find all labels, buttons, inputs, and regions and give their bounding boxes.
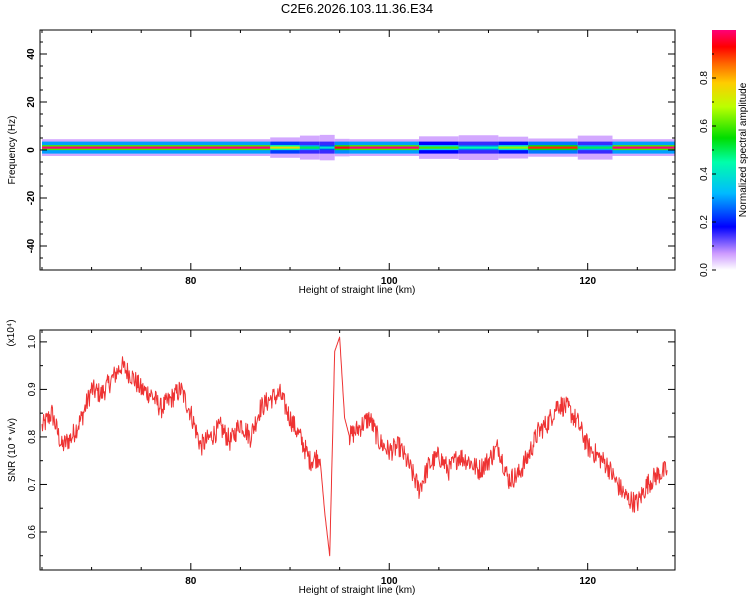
snr-scale-label: (x10⁴)	[6, 319, 17, 346]
colorbar-tick-label: 0.0	[699, 263, 710, 277]
spectrogram-panel: 80 100 120 -40 -20 0 20 40 Height of straight l…	[7, 29, 676, 296]
snr-ytick-label: 0.7	[27, 477, 38, 491]
snr-series-line	[41, 336, 668, 557]
spectrogram-segment-core-2	[299, 146, 320, 149]
colorbar-ticks: 0.0 0.2 0.4 0.6 0.8	[699, 53, 716, 277]
spectrogram-ytick-label: 20	[26, 96, 37, 108]
spectrogram-segment-core-9	[528, 146, 578, 149]
spectrogram-segment-core-10	[577, 146, 613, 149]
snr-xtick-label: 100	[381, 576, 398, 587]
spectrogram-ticks: 80 100 120 -40 -20 0 20 40	[26, 30, 675, 287]
spectrogram-segment-core-6	[419, 146, 459, 149]
spectrogram-segment-core-5	[349, 146, 420, 149]
spectrogram-xlabel: Height of straight line (km)	[299, 285, 416, 296]
spectrogram-segment-core-11	[612, 146, 675, 149]
spectrogram-ytick-label: 0	[26, 147, 37, 153]
spectrogram-ytick-label: 40	[26, 48, 37, 60]
spectrogram-segment-core-0	[41, 146, 271, 149]
snr-ytick-label: 0.8	[27, 430, 38, 444]
spectrogram-segment-core-3	[319, 146, 335, 149]
snr-ytick-label: 1.0	[27, 334, 38, 348]
colorbar-tick-label: 0.2	[699, 215, 710, 229]
spectrogram-xtick-label: 80	[185, 276, 197, 287]
snr-xtick-label: 120	[579, 576, 596, 587]
snr-ticks: 80 100 120 0.6 0.7 0.8 0.9 1.0	[27, 330, 675, 587]
spectrogram-band	[41, 134, 675, 161]
spectrogram-ytick-label: -20	[26, 190, 37, 205]
snr-panel: 80 100 120 0.6 0.7 0.8 0.9 1.0 Height of straig…	[6, 319, 676, 596]
colorbar-tick-label: 0.6	[699, 119, 710, 133]
colorbar-gradient	[712, 30, 736, 270]
colorbar-tick-label: 0.4	[699, 167, 710, 181]
spectrogram-segment-core-7	[458, 146, 499, 149]
snr-xtick-label: 80	[185, 576, 197, 587]
colorbar-tick-label: 0.8	[699, 71, 710, 85]
snr-frame	[39, 329, 676, 571]
snr-ytick-label: 0.6	[27, 525, 38, 539]
spectrogram-xtick-label: 100	[381, 276, 398, 287]
colorbar: 0.0 0.2 0.4 0.6 0.8 Normalized spectral ampl…	[699, 30, 749, 277]
figure-title: C2E6.2026.103.11.36.E34	[281, 1, 433, 16]
snr-xlabel: Height of straight line (km)	[299, 585, 416, 596]
spectrogram-segment-core-4	[334, 146, 350, 149]
snr-ytick-label: 0.9	[27, 382, 38, 396]
spectrogram-xtick-label: 120	[579, 276, 596, 287]
spectrogram-ytick-label: -40	[26, 238, 37, 253]
spectrogram-segment-core-1	[270, 146, 300, 149]
snr-ylabel: SNR (10 * v/v)	[7, 418, 18, 482]
spectrogram-ylabel: Frequency (Hz)	[7, 116, 18, 185]
spectrogram-segment-core-8	[498, 146, 529, 149]
colorbar-label: Normalized spectral amplitude	[738, 82, 749, 217]
